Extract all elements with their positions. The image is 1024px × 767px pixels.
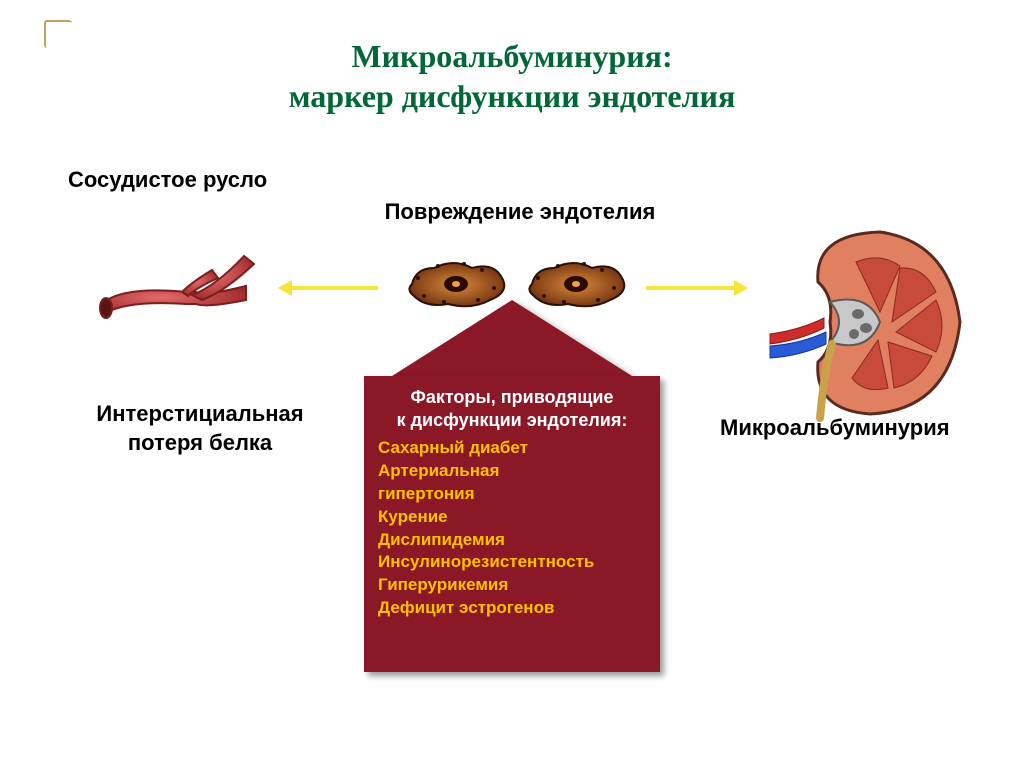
factors-item: Курение bbox=[378, 506, 646, 529]
factors-item: Гиперурикемия bbox=[378, 574, 646, 597]
factors-item: Сахарный диабет bbox=[378, 437, 646, 460]
label-interstitial-line2: потеря белка bbox=[128, 430, 272, 455]
title-line-2: маркер дисфункции эндотелия bbox=[0, 76, 1024, 116]
factors-heading-line1: Факторы, приводящие bbox=[410, 387, 613, 407]
factors-item: Дислипидемия bbox=[378, 529, 646, 552]
kidney-graphic bbox=[760, 222, 970, 422]
arrow-left bbox=[292, 286, 378, 290]
label-interstitial-protein-loss: Интерстициальная потеря белка bbox=[60, 400, 340, 457]
slide-title: Микроальбуминурия: маркер дисфункции энд… bbox=[0, 36, 1024, 116]
factors-item: Дефицит эстрогенов bbox=[378, 597, 646, 620]
factors-heading-line2: к дисфункции эндотелия: bbox=[397, 410, 628, 430]
blood-vessel-icon bbox=[96, 242, 276, 326]
label-vascular-bed: Сосудистое русло bbox=[68, 166, 328, 195]
factors-item: Инсулинорезистентность bbox=[378, 551, 646, 574]
title-line-1: Микроальбуминурия: bbox=[0, 36, 1024, 76]
label-interstitial-line1: Интерстициальная bbox=[96, 401, 303, 426]
arrow-head-right-icon bbox=[734, 280, 748, 296]
arrow-head-left-icon bbox=[278, 280, 292, 296]
label-endothelium-damage: Повреждение эндотелия bbox=[360, 198, 680, 227]
factors-item: Артериальная bbox=[378, 460, 646, 483]
slide-root: Микроальбуминурия: маркер дисфункции энд… bbox=[0, 0, 1024, 767]
arrow-right bbox=[646, 286, 734, 290]
factors-item: гипертония bbox=[378, 483, 646, 506]
factors-heading: Факторы, приводящие к дисфункции эндотел… bbox=[378, 386, 646, 433]
factors-box: Факторы, приводящие к дисфункции эндотел… bbox=[364, 376, 660, 672]
kidney-icon bbox=[760, 222, 970, 422]
factors-arrow-head bbox=[392, 300, 632, 376]
factors-list: Сахарный диабетАртериальнаягипертонияКур… bbox=[378, 437, 646, 621]
blood-vessel-graphic bbox=[96, 242, 276, 326]
